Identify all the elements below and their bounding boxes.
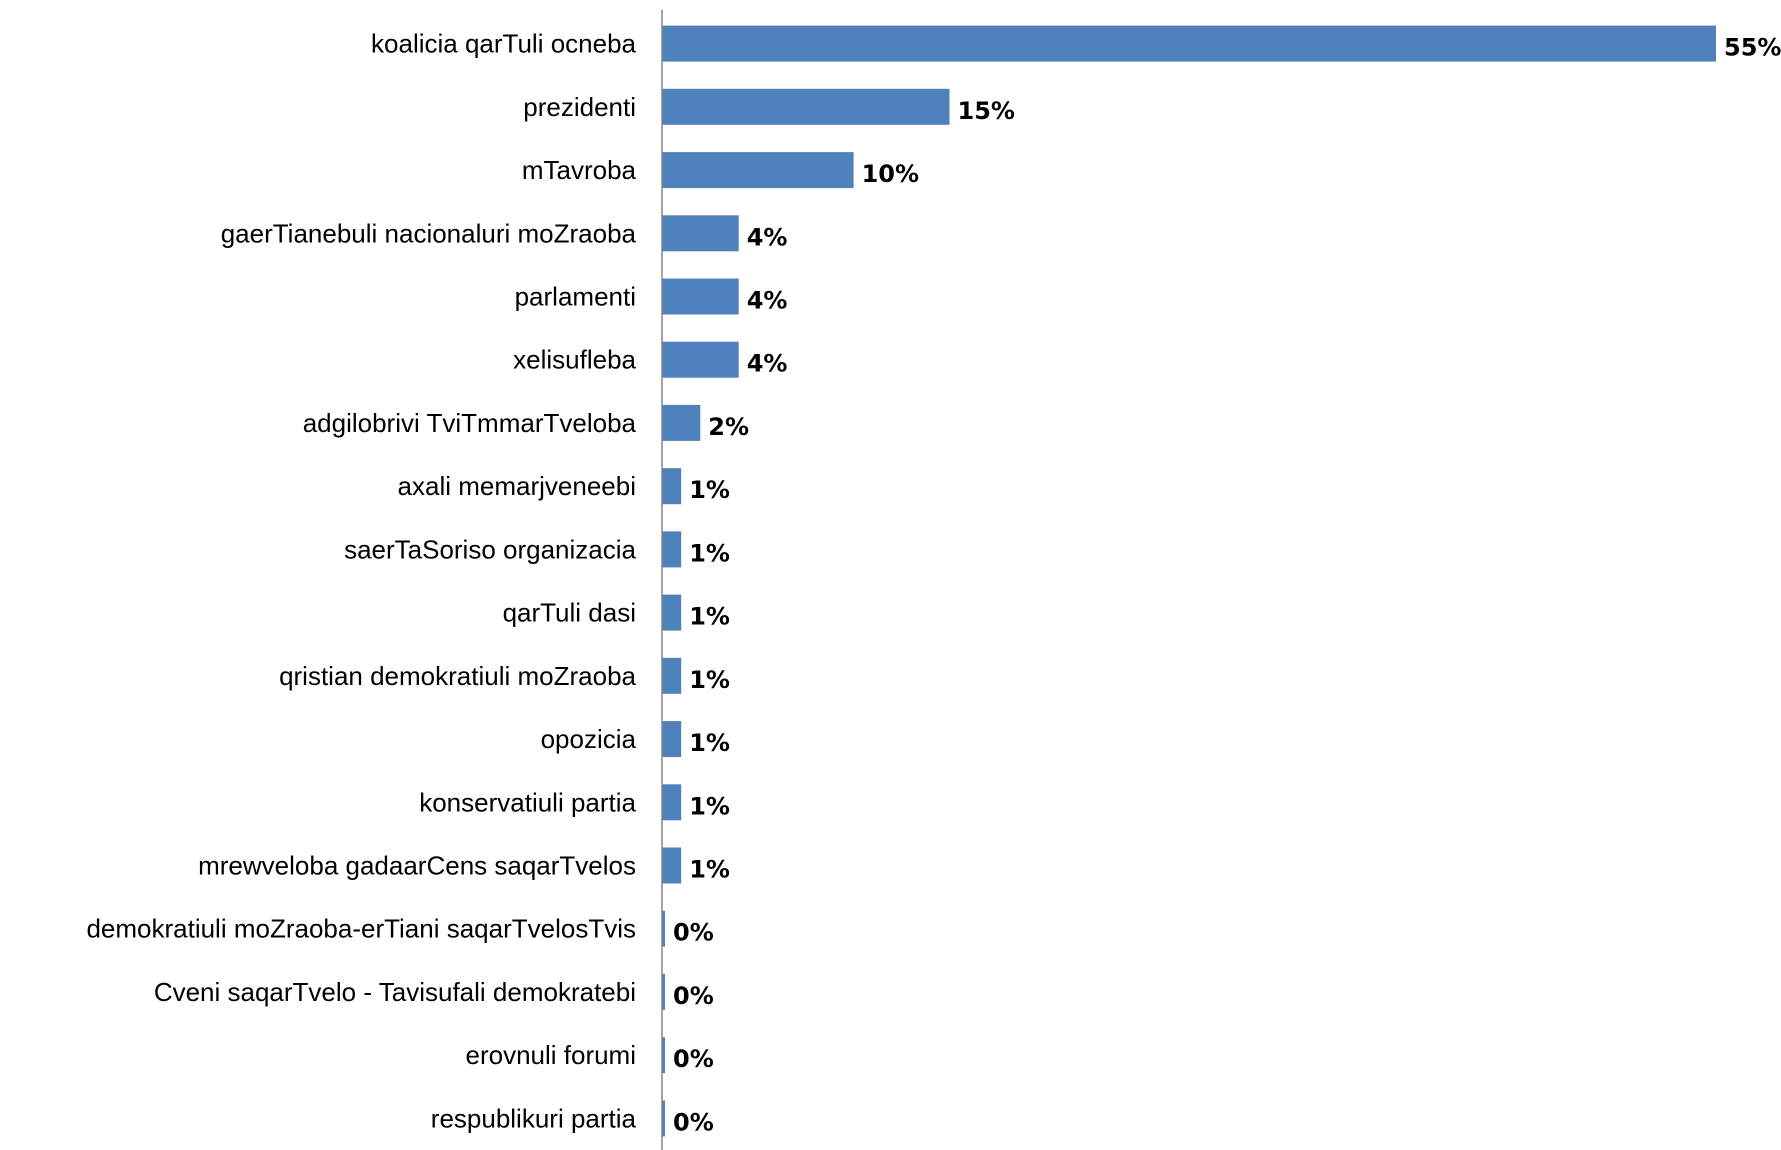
category-label: gaerTianebuli nacionaluri moZraoba <box>221 218 637 248</box>
bar <box>662 1037 665 1074</box>
bar <box>662 341 739 378</box>
value-label: 0% <box>673 919 714 947</box>
bar <box>662 847 682 884</box>
value-label: 1% <box>689 856 730 884</box>
bar <box>662 973 665 1010</box>
value-label: 1% <box>689 729 730 757</box>
bar <box>662 152 854 189</box>
value-label: 15% <box>958 97 1015 125</box>
bar <box>662 278 739 315</box>
category-label: qarTuli dasi <box>503 598 636 628</box>
value-label: 1% <box>689 792 730 820</box>
category-label: parlamenti <box>515 282 636 312</box>
category-label: xelisufleba <box>513 345 636 375</box>
category-labels-group: koalicia qarTuli ocneba prezidenti mTavrob… <box>86 29 636 1134</box>
bar <box>662 531 682 568</box>
category-label: saerTaSoriso organizacia <box>344 534 636 564</box>
value-label: 0% <box>673 982 714 1010</box>
bars-group <box>662 25 1716 1137</box>
category-label: qristian demokratiuli moZraoba <box>279 661 636 691</box>
category-label: opozicia <box>541 724 637 754</box>
value-label: 4% <box>747 223 788 251</box>
bar <box>662 594 682 631</box>
value-label: 10% <box>862 160 919 188</box>
bar <box>662 215 739 252</box>
value-label: 1% <box>689 666 730 694</box>
value-label: 0% <box>673 1108 714 1136</box>
bar <box>662 88 950 125</box>
bar <box>662 468 682 505</box>
bar <box>662 657 682 694</box>
value-label: 55% <box>1724 34 1781 62</box>
bar <box>662 404 701 441</box>
category-label: Cveni saqarTvelo - Tavisufali demokrateb… <box>154 977 636 1007</box>
category-label: adgilobrivi TviTmmarTveloba <box>303 408 637 438</box>
bar <box>662 910 665 947</box>
value-label: 4% <box>747 350 788 378</box>
category-label: prezidenti <box>523 92 636 122</box>
category-label: konservatiuli partia <box>419 787 636 817</box>
value-label: 1% <box>689 476 730 504</box>
bar <box>662 25 1716 62</box>
category-label: demokratiuli moZraoba-erTiani saqarTvelo… <box>86 914 636 944</box>
category-label: axali memarjveneebi <box>398 471 636 501</box>
category-label: mrewveloba gadaarCens saqarTvelos <box>198 851 636 881</box>
bar <box>662 784 682 821</box>
value-label: 0% <box>673 1045 714 1073</box>
value-labels-group: 55% 15% 10% 4% 4% 4% 2% 1% 1% 1% 1% 1% 1% 1% 0% 0% 0% 0% <box>673 34 1781 1137</box>
bar <box>662 721 682 758</box>
value-label: 4% <box>747 287 788 315</box>
value-label: 2% <box>708 413 749 441</box>
category-label: mTavroba <box>522 155 637 185</box>
category-label: koalicia qarTuli ocneba <box>371 29 637 59</box>
bar <box>662 1100 665 1137</box>
value-label: 1% <box>689 603 730 631</box>
category-label: erovnuli forumi <box>465 1040 636 1070</box>
category-label: respublikuri partia <box>431 1103 637 1133</box>
value-label: 1% <box>689 539 730 567</box>
